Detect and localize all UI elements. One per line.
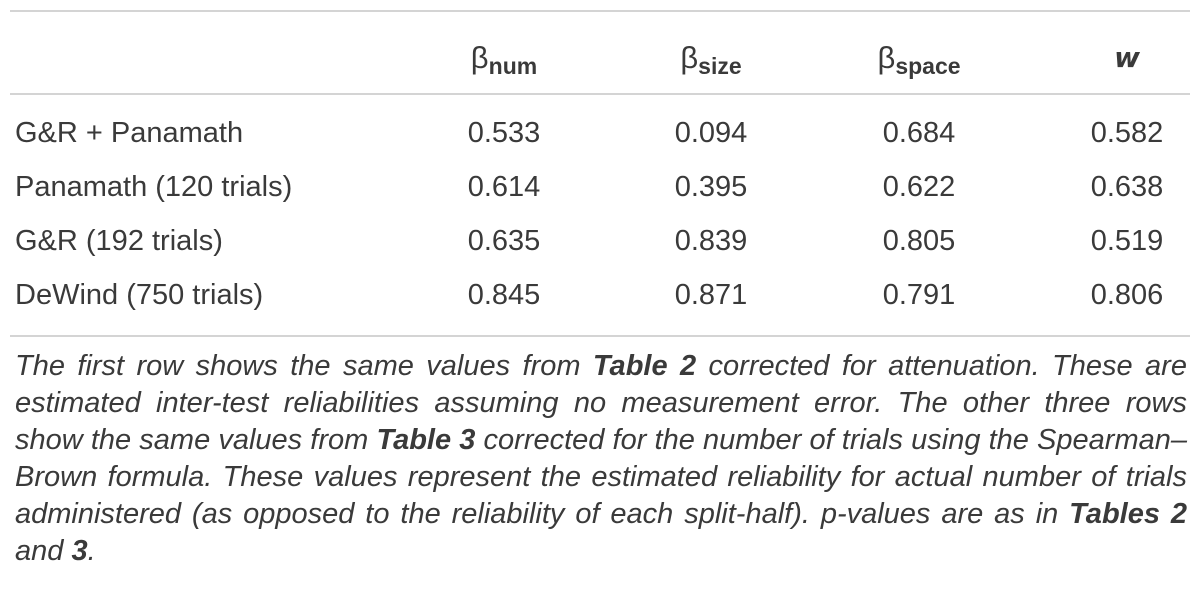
footnote-text: . bbox=[87, 535, 96, 567]
table-cell: 0.791 bbox=[882, 279, 956, 311]
header-symbol: β bbox=[877, 40, 896, 75]
table-cell: 0.635 bbox=[467, 225, 541, 257]
table-cell: 0.684 bbox=[882, 117, 956, 149]
header-rule bbox=[10, 93, 1190, 95]
footnote-text: corrected for attenuation. These are est… bbox=[15, 350, 1187, 456]
row-label: Panamath (120 trials) bbox=[15, 171, 293, 203]
header-symbol: β bbox=[470, 40, 489, 75]
table-cell: 0.519 bbox=[1090, 225, 1164, 257]
column-header-beta-num: βnum bbox=[470, 40, 538, 79]
table-cell: 0.806 bbox=[1090, 279, 1164, 311]
table-reference-link[interactable]: Table 2 bbox=[592, 350, 697, 382]
table-cell: 0.839 bbox=[674, 225, 748, 257]
table-footnote: The first row shows the same values from… bbox=[15, 348, 1187, 570]
table-cell: 0.805 bbox=[882, 225, 956, 257]
header-subscript: size bbox=[698, 53, 742, 79]
footnote-text: and bbox=[15, 535, 72, 567]
row-label: G&R (192 trials) bbox=[15, 225, 223, 257]
table-bottom-rule bbox=[10, 335, 1190, 337]
header-symbol: β bbox=[680, 40, 699, 75]
header-subscript: num bbox=[488, 53, 538, 79]
table-cell: 0.395 bbox=[674, 171, 748, 203]
table-reference-link[interactable]: 3 bbox=[71, 535, 88, 567]
column-header-beta-size: βsize bbox=[680, 40, 742, 79]
table-cell: 0.638 bbox=[1090, 171, 1164, 203]
table-top-rule bbox=[10, 10, 1190, 12]
table-reference-link[interactable]: Table 3 bbox=[376, 424, 476, 456]
table-cell: 0.845 bbox=[467, 279, 541, 311]
table-cell: 0.622 bbox=[882, 171, 956, 203]
column-header-beta-space: βspace bbox=[877, 40, 961, 79]
row-label: DeWind (750 trials) bbox=[15, 279, 264, 311]
table-cell: 0.614 bbox=[467, 171, 541, 203]
row-label: G&R + Panamath bbox=[15, 117, 244, 149]
table-cell: 0.871 bbox=[674, 279, 748, 311]
header-subscript: space bbox=[895, 53, 961, 79]
footnote-text: corrected for the number of trials using… bbox=[15, 424, 1187, 530]
table-reference-link[interactable]: Tables 2 bbox=[1069, 498, 1188, 530]
table-cell: 0.533 bbox=[467, 117, 541, 149]
footnote-text: The first row shows the same values from bbox=[15, 350, 593, 382]
table-cell: 0.094 bbox=[674, 117, 748, 149]
column-header-w: w bbox=[1114, 40, 1140, 76]
header-symbol: w bbox=[1114, 41, 1140, 74]
table-cell: 0.582 bbox=[1090, 117, 1164, 149]
